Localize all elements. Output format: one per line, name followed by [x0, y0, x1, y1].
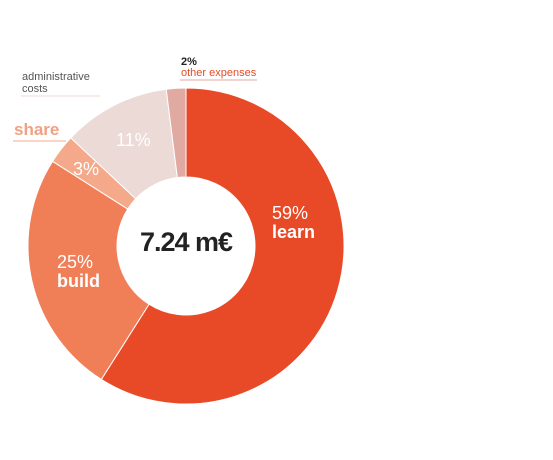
admin-costs-label: administrative costs	[22, 71, 90, 95]
slice-label-learn-value: 59%	[272, 203, 308, 223]
slice-learn	[100, 87, 345, 405]
total-label: 7.24 m€	[140, 227, 233, 257]
admin-costs-label-line1: administrative	[22, 71, 90, 83]
slice-label-build-value: 25%	[57, 252, 93, 272]
slice-label-share-name: share	[14, 120, 59, 139]
slice-label-other-value: 2%	[181, 56, 197, 68]
admin-costs-label-line2: costs	[22, 83, 48, 95]
slice-label-admin-value: 11%	[116, 130, 151, 150]
slice-other-expenses	[165, 87, 187, 179]
slice-label-other-name: other expenses	[181, 67, 257, 79]
slice-build	[27, 160, 150, 381]
donut-slices	[27, 87, 345, 405]
slice-label-learn-name: learn	[272, 222, 315, 242]
slice-label-build-name: build	[57, 271, 100, 291]
slice-label-share-value: 3%	[73, 159, 99, 179]
